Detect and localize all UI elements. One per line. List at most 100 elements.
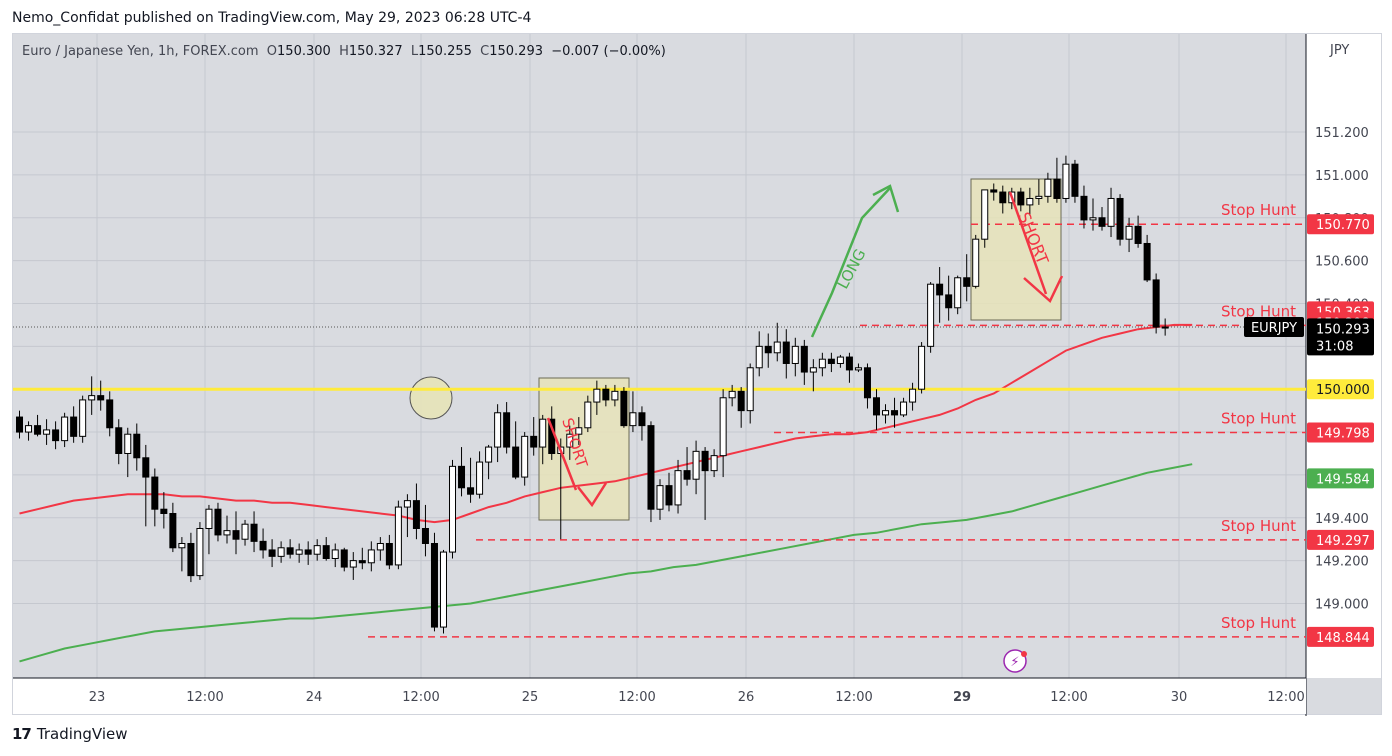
candle-body xyxy=(223,530,231,536)
candle-body xyxy=(458,465,466,489)
x-tick-label: 26 xyxy=(738,690,755,705)
candle-body xyxy=(683,470,691,480)
candle-body xyxy=(836,356,844,364)
candle-body xyxy=(439,551,447,628)
symbol-info: Euro / Japanese Yen, 1h, FOREX.com O150.… xyxy=(22,44,666,59)
candle-body xyxy=(791,345,799,364)
price-tag-label: 150.770 xyxy=(1316,218,1370,233)
candle-body xyxy=(70,416,78,437)
x-tick-label: 12:00 xyxy=(186,690,223,705)
long-arrowhead xyxy=(872,184,900,213)
x-tick-label: 12:00 xyxy=(618,690,655,705)
candle-body xyxy=(169,512,177,549)
candle-body xyxy=(340,549,348,568)
candle-body xyxy=(485,446,493,463)
candle-body xyxy=(467,487,475,495)
x-tick-label: 30 xyxy=(1171,690,1188,705)
candle-body xyxy=(394,506,402,566)
price-tag xyxy=(1307,379,1374,400)
short-arrow xyxy=(1008,191,1048,295)
candle-body xyxy=(927,283,935,347)
close-value: 150.293 xyxy=(489,44,543,59)
y-tick-label: 151.200 xyxy=(1315,126,1369,141)
candle-body xyxy=(1062,163,1070,199)
candle-body xyxy=(449,465,457,553)
candle-body xyxy=(701,450,709,472)
price-tag-label: 150.293 xyxy=(1316,322,1370,337)
x-tick-label: 23 xyxy=(89,690,106,705)
candle-body xyxy=(1116,197,1124,240)
candle-body xyxy=(728,390,736,399)
price-tag-label: 150.000 xyxy=(1316,383,1370,398)
long-arrow xyxy=(810,187,891,338)
candle-body xyxy=(674,470,682,506)
candle-body xyxy=(990,189,998,193)
candle-body xyxy=(187,542,195,577)
candle-body xyxy=(178,542,186,549)
price-axis-bg xyxy=(1306,34,1381,678)
candle-body xyxy=(268,549,276,557)
candle-body xyxy=(530,435,538,448)
price-tag-label: 149.584 xyxy=(1316,472,1370,487)
candle-body xyxy=(1035,195,1043,199)
y-tick-label: 149.000 xyxy=(1315,598,1369,613)
tradingview-logo[interactable]: 𝟭𝟳 TradingView xyxy=(12,725,128,743)
symbol-tag xyxy=(1244,317,1304,338)
candle-body xyxy=(575,427,583,435)
candle-body xyxy=(79,399,87,437)
candle-body xyxy=(665,485,673,506)
candle-body xyxy=(1107,197,1115,227)
candle-body xyxy=(737,390,745,412)
candle-body xyxy=(214,508,222,536)
candle-body xyxy=(872,397,880,416)
y-tick-label: 151.000 xyxy=(1315,169,1369,184)
ema-fast-line xyxy=(19,323,1193,524)
symbol-tag-label: EURJPY xyxy=(1251,321,1297,336)
high-label: H xyxy=(339,44,349,59)
candle-body xyxy=(647,425,655,510)
low-value: 150.255 xyxy=(418,44,472,59)
price-tag xyxy=(1307,318,1374,339)
candle-body xyxy=(34,425,42,435)
candle-body xyxy=(918,345,926,390)
candle-body xyxy=(981,189,989,240)
short-arrowhead xyxy=(1023,275,1064,304)
candle-body xyxy=(900,401,908,416)
candle-body xyxy=(358,560,366,564)
candle-body xyxy=(954,277,962,309)
candle-body xyxy=(656,485,664,510)
close-label: C xyxy=(480,44,490,59)
candle-body xyxy=(1152,279,1160,328)
candle-body xyxy=(43,429,51,435)
long-label: LONG xyxy=(834,246,870,292)
candle-body xyxy=(241,523,249,540)
publisher-line: Nemo_Confidat published on TradingView.c… xyxy=(12,10,532,26)
candle-body xyxy=(115,427,123,454)
candle-body xyxy=(1089,217,1097,221)
y-tick-label: 149.200 xyxy=(1315,555,1369,570)
stop-hunt-label: Stop Hunt xyxy=(1221,409,1296,427)
price-tag xyxy=(1307,422,1374,443)
candle-body xyxy=(611,390,619,401)
candle-body xyxy=(539,418,547,448)
y-tick-label: 149.400 xyxy=(1315,512,1369,527)
candle-body xyxy=(494,412,502,448)
candle-body xyxy=(755,345,763,369)
stop-hunt-label: Stop Hunt xyxy=(1221,614,1296,632)
candle-body xyxy=(512,446,520,478)
candle-body xyxy=(196,527,204,577)
candle-body xyxy=(151,476,159,510)
candle-body xyxy=(1098,217,1106,227)
candle-body xyxy=(909,388,917,403)
x-tick-label: 25 xyxy=(522,690,539,705)
price-tag xyxy=(1307,335,1374,356)
candle-body xyxy=(692,450,700,480)
candle-body xyxy=(891,410,899,416)
candle-body xyxy=(403,500,411,508)
open-label: O xyxy=(266,44,278,59)
candle-body xyxy=(430,542,438,628)
low-label: L xyxy=(410,44,419,59)
candle-body xyxy=(16,416,24,433)
candle-body xyxy=(1071,163,1079,197)
